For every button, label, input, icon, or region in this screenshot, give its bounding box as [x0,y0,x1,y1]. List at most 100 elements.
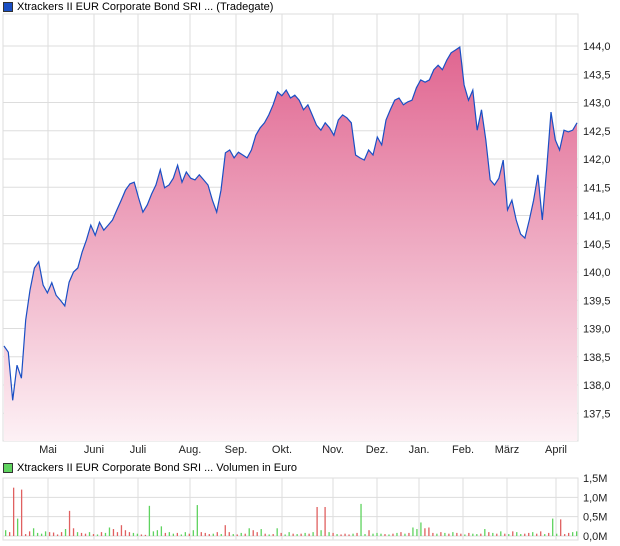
volume-bar [252,530,254,536]
volume-bar [240,532,242,536]
volume-bar [432,532,434,536]
volume-bar [124,530,127,536]
month-label: Dez. [366,444,389,456]
volume-bar [480,533,482,536]
volume-bar [308,533,310,536]
volume-bar [108,527,111,536]
volume-bar [16,518,19,536]
volume-bar [152,531,155,536]
volume-bar [300,533,302,536]
volume-bar [456,532,458,536]
volume-bar [352,533,354,536]
volume-bar [248,528,250,536]
volume-bar [56,534,59,536]
month-label: Sep. [225,444,248,456]
volume-bar [164,532,167,536]
volume-bar [564,534,566,536]
volume-bar [356,532,358,536]
price-y-tick-label: 144,0 [583,41,611,53]
volume-bar [392,533,394,536]
price-y-tick-label: 142,5 [583,126,611,138]
month-label: April [545,444,567,456]
volume-bar [256,532,258,536]
month-label: Nov. [322,444,344,456]
volume-bar [476,534,478,536]
volume-bar [380,533,382,536]
volume-bar [216,532,218,536]
volume-bar [552,518,554,536]
volume-bar [268,534,270,536]
volume-bar [280,532,282,536]
volume-bar [540,531,542,536]
volume-bar [464,534,466,536]
volume-bar [236,534,238,536]
price-y-tick-label: 138,5 [583,352,611,364]
volume-bar [500,531,502,536]
volume-bar [428,527,430,536]
month-label: Okt. [272,444,292,456]
volume-bar [168,532,171,536]
volume-bar [372,533,374,536]
volume-bar [208,534,210,536]
volume-bar [412,527,414,536]
volume-plot-frame [2,477,579,541]
volume-bar [156,530,159,536]
price-legend: Xtrackers II EUR Corporate Bond SRI ... … [3,1,273,13]
volume-bar [64,529,67,536]
volume-bar [272,534,274,536]
volume-bar [80,532,83,536]
volume-bar [460,533,462,536]
volume-bar [140,534,143,536]
month-label: Jan. [409,444,430,456]
volume-bar [8,532,11,536]
volume-bar [160,526,163,536]
volume-legend-swatch [3,463,13,473]
volume-bar [508,534,510,536]
price-y-tick-label: 139,5 [583,295,611,307]
volume-bar [100,532,103,536]
volume-bar [312,532,314,536]
volume-bar [260,529,262,536]
price-y-tick-label: 143,5 [583,69,611,81]
volume-bar [172,533,175,536]
volume-legend: Xtrackers II EUR Corporate Bond SRI ... … [3,462,297,474]
volume-bar [376,532,378,536]
volume-bar [436,533,438,536]
month-label: Juni [84,444,104,456]
price-y-tick-label: 139,0 [583,324,611,336]
volume-bar [24,534,27,536]
volume-bar [188,533,190,536]
volume-bar [336,534,338,536]
month-label: Aug. [179,444,202,456]
volume-bar [12,487,15,536]
volume-bar [416,529,418,536]
volume-bar [148,505,151,536]
volume-bar [68,510,71,536]
volume-bar [324,507,326,536]
month-label: Feb. [452,444,474,456]
volume-bar [536,533,538,536]
volume-bar [44,531,47,536]
volume-y-tick-label: 0,0M [583,531,607,543]
volume-bar [544,534,546,536]
volume-bar [560,519,562,536]
price-y-tick-label: 140,0 [583,267,611,279]
volume-bar [40,533,43,536]
price-y-tick-label: 143,0 [583,98,611,110]
volume-bar [364,534,366,536]
volume-bar [276,528,278,536]
volume-bar [288,532,290,536]
volume-bar [532,532,534,536]
volume-bar [196,505,198,536]
volume-bar [504,533,506,536]
volume-bar [524,533,526,536]
volume-bar [468,532,470,536]
volume-bar [84,533,87,536]
volume-bar [384,534,386,536]
volume-bar [184,532,186,536]
volume-bar [332,532,334,536]
volume-bar [244,533,246,536]
volume-bar [296,534,298,536]
volume-bar [316,507,318,536]
